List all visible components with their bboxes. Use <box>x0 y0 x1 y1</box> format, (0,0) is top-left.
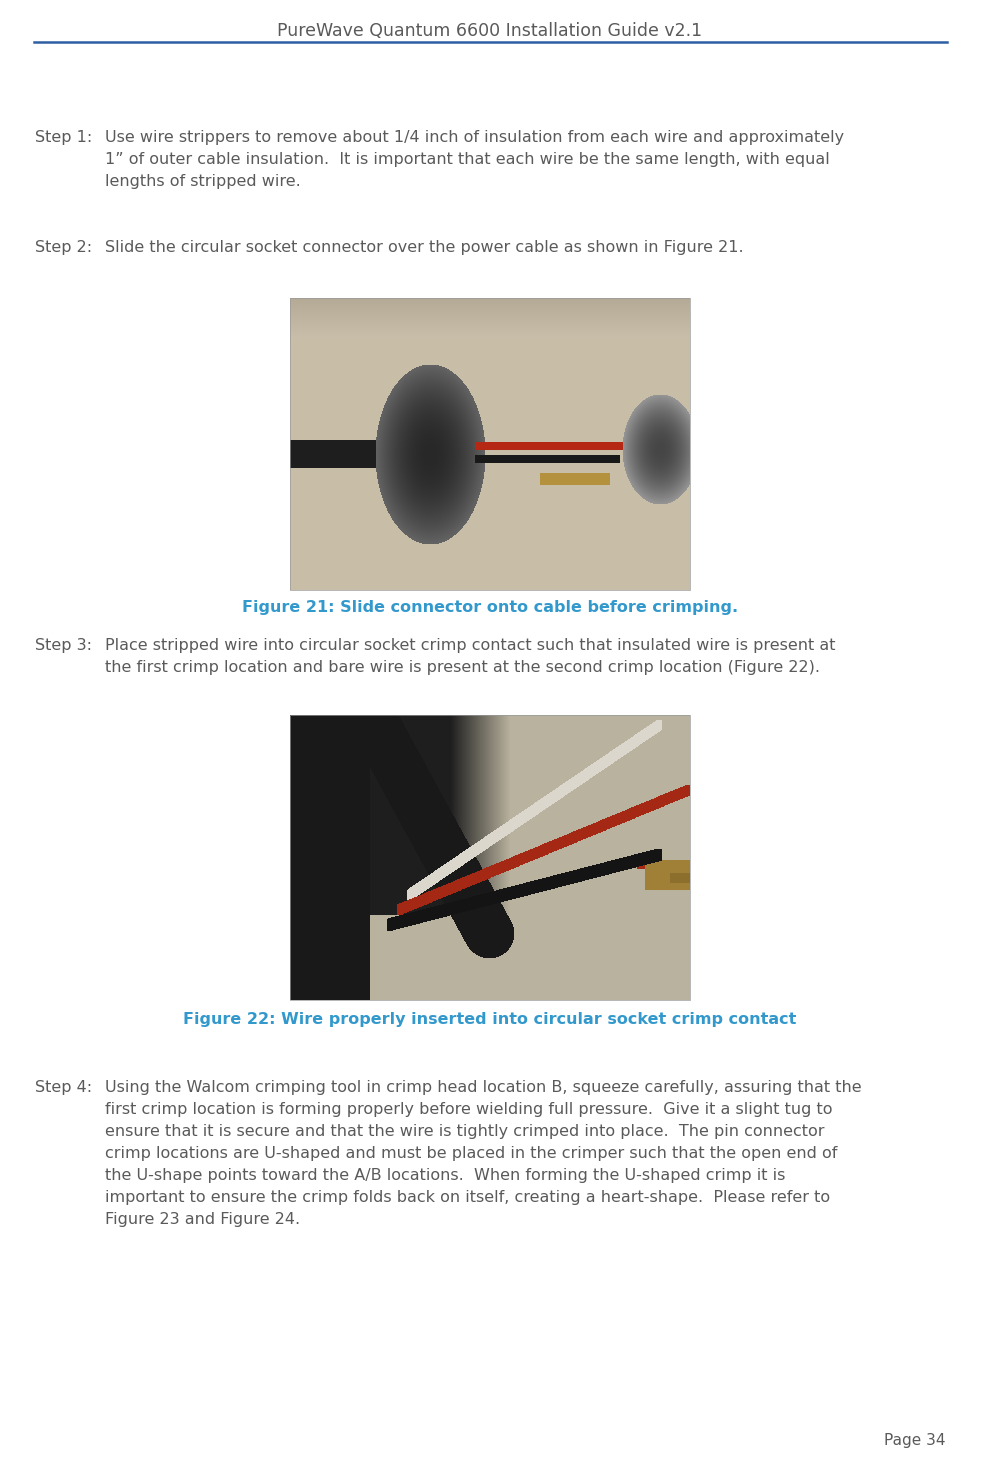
Text: Use wire strippers to remove about 1/4 inch of insulation from each wire and app: Use wire strippers to remove about 1/4 i… <box>105 130 844 145</box>
Text: Step 3:: Step 3: <box>35 638 92 653</box>
Text: 1” of outer cable insulation.  It is important that each wire be the same length: 1” of outer cable insulation. It is impo… <box>105 152 830 167</box>
Text: Using the Walcom crimping tool in crimp head location B, squeeze carefully, assu: Using the Walcom crimping tool in crimp … <box>105 1080 861 1095</box>
Text: crimp locations are U-shaped and must be placed in the crimper such that the ope: crimp locations are U-shaped and must be… <box>105 1146 838 1161</box>
Bar <box>290 714 690 1000</box>
Text: Page 34: Page 34 <box>885 1433 946 1448</box>
Bar <box>290 299 690 590</box>
Text: PureWave Quantum 6600 Installation Guide v2.1: PureWave Quantum 6600 Installation Guide… <box>278 22 702 40</box>
Text: the U-shape points toward the A/B locations.  When forming the U-shaped crimp it: the U-shape points toward the A/B locati… <box>105 1168 786 1183</box>
Text: Place stripped wire into circular socket crimp contact such that insulated wire : Place stripped wire into circular socket… <box>105 638 836 653</box>
Text: Slide the circular socket connector over the power cable as shown in Figure 21.: Slide the circular socket connector over… <box>105 240 744 255</box>
Text: Figure 22: Wire properly inserted into circular socket crimp contact: Figure 22: Wire properly inserted into c… <box>183 1012 797 1028</box>
Text: important to ensure the crimp folds back on itself, creating a heart-shape.  Ple: important to ensure the crimp folds back… <box>105 1190 830 1205</box>
Text: Step 4:: Step 4: <box>35 1080 92 1095</box>
Text: Figure 23 and Figure 24.: Figure 23 and Figure 24. <box>105 1212 300 1227</box>
Text: first crimp location is forming properly before wielding full pressure.  Give it: first crimp location is forming properly… <box>105 1102 833 1117</box>
Text: Step 2:: Step 2: <box>35 240 92 255</box>
Text: Figure 21: Slide connector onto cable before crimping.: Figure 21: Slide connector onto cable be… <box>242 600 738 615</box>
Text: lengths of stripped wire.: lengths of stripped wire. <box>105 174 301 189</box>
Text: Step 1:: Step 1: <box>35 130 92 145</box>
Text: ensure that it is secure and that the wire is tightly crimped into place.  The p: ensure that it is secure and that the wi… <box>105 1124 824 1139</box>
Text: the first crimp location and bare wire is present at the second crimp location (: the first crimp location and bare wire i… <box>105 660 820 675</box>
